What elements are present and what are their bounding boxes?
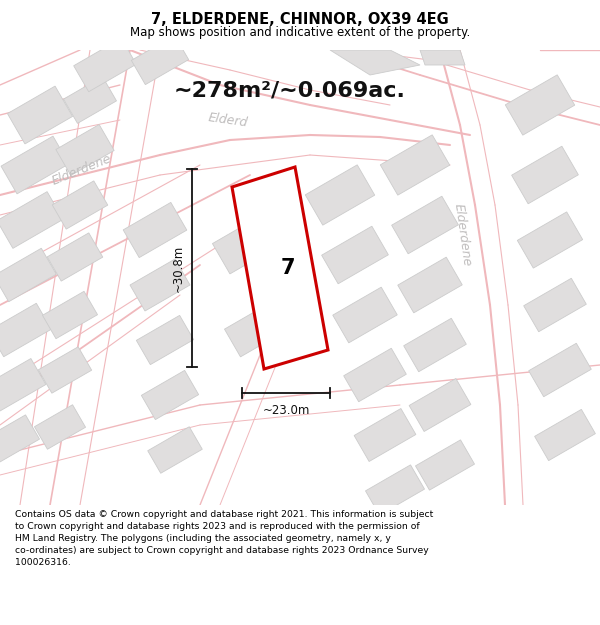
Text: Elderdene: Elderdene bbox=[452, 202, 474, 268]
Text: Elderdene: Elderdene bbox=[50, 152, 114, 188]
Polygon shape bbox=[47, 233, 103, 281]
Polygon shape bbox=[0, 248, 56, 302]
Polygon shape bbox=[322, 226, 388, 284]
Polygon shape bbox=[74, 38, 136, 92]
Polygon shape bbox=[0, 192, 63, 248]
Polygon shape bbox=[305, 165, 375, 225]
Polygon shape bbox=[420, 50, 465, 65]
Polygon shape bbox=[398, 257, 462, 313]
Polygon shape bbox=[130, 259, 190, 311]
Polygon shape bbox=[0, 415, 40, 465]
Polygon shape bbox=[380, 135, 450, 195]
Polygon shape bbox=[409, 379, 471, 431]
Polygon shape bbox=[52, 181, 108, 229]
Polygon shape bbox=[333, 287, 397, 343]
Polygon shape bbox=[330, 50, 420, 75]
Polygon shape bbox=[404, 318, 466, 372]
Polygon shape bbox=[535, 409, 595, 461]
Polygon shape bbox=[136, 316, 194, 364]
Polygon shape bbox=[505, 75, 575, 135]
Polygon shape bbox=[392, 196, 458, 254]
Polygon shape bbox=[344, 348, 406, 402]
Polygon shape bbox=[0, 303, 52, 357]
Text: Elderd: Elderd bbox=[207, 111, 249, 129]
Text: 7: 7 bbox=[281, 258, 295, 278]
Polygon shape bbox=[38, 347, 92, 393]
Polygon shape bbox=[1, 136, 69, 194]
Polygon shape bbox=[43, 291, 98, 339]
Polygon shape bbox=[524, 278, 586, 332]
Polygon shape bbox=[224, 303, 286, 357]
Polygon shape bbox=[365, 465, 425, 515]
Polygon shape bbox=[131, 36, 188, 84]
Polygon shape bbox=[56, 124, 114, 176]
Polygon shape bbox=[415, 440, 475, 490]
Polygon shape bbox=[529, 343, 592, 397]
Text: ~30.8m: ~30.8m bbox=[172, 244, 185, 292]
Polygon shape bbox=[354, 409, 416, 461]
Polygon shape bbox=[64, 77, 116, 123]
Polygon shape bbox=[517, 212, 583, 268]
Polygon shape bbox=[123, 202, 187, 258]
Text: ~278m²/~0.069ac.: ~278m²/~0.069ac. bbox=[174, 80, 406, 100]
Polygon shape bbox=[512, 146, 578, 204]
Text: Contains OS data © Crown copyright and database right 2021. This information is : Contains OS data © Crown copyright and d… bbox=[15, 510, 433, 568]
Polygon shape bbox=[7, 86, 73, 144]
Text: 7, ELDERDENE, CHINNOR, OX39 4EG: 7, ELDERDENE, CHINNOR, OX39 4EG bbox=[151, 12, 449, 28]
Polygon shape bbox=[142, 371, 199, 419]
Text: ~23.0m: ~23.0m bbox=[262, 404, 310, 416]
Polygon shape bbox=[0, 359, 46, 411]
Polygon shape bbox=[232, 167, 328, 369]
Polygon shape bbox=[212, 216, 278, 274]
Polygon shape bbox=[148, 427, 202, 473]
Polygon shape bbox=[34, 405, 86, 449]
Text: Map shows position and indicative extent of the property.: Map shows position and indicative extent… bbox=[130, 26, 470, 39]
